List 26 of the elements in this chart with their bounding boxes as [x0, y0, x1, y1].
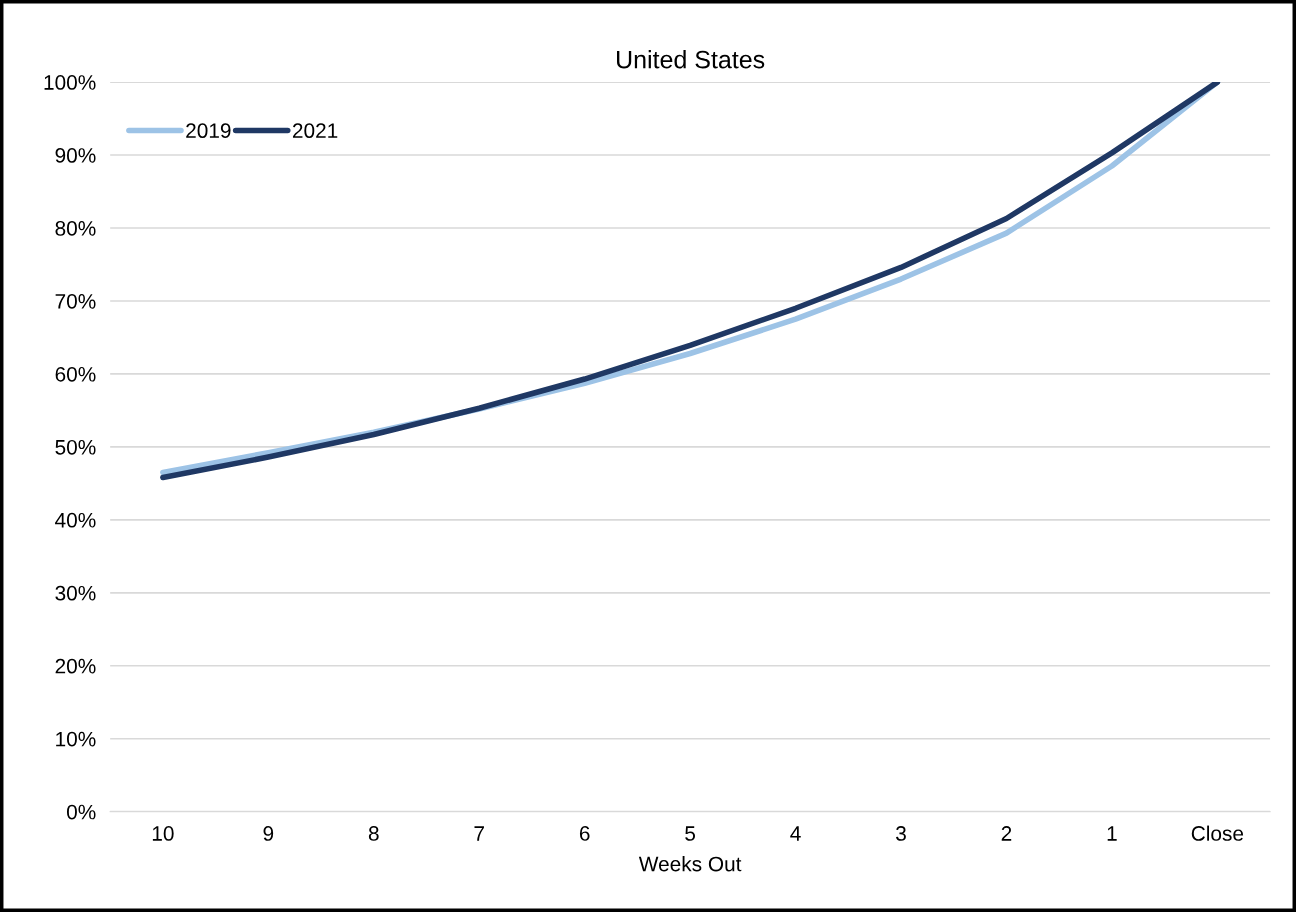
y-tick-label: 20%: [55, 658, 96, 674]
x-tick-label: 7: [474, 826, 484, 841]
y-tick-label: 40%: [55, 512, 96, 528]
y-tick-label: 70%: [55, 293, 96, 309]
y-tick-label: 100%: [44, 75, 96, 90]
x-tick-label: 3: [896, 826, 906, 841]
y-tick-label: 60%: [55, 366, 96, 382]
x-tick-label: 10: [152, 826, 174, 841]
y-tick-label: 90%: [55, 148, 96, 163]
y-tick-label: 0%: [66, 804, 96, 820]
y-tick-label: 10%: [56, 731, 96, 747]
x-tick-label: 5: [685, 826, 696, 841]
x-tick-label: 9: [263, 826, 274, 841]
x-tick-label: 8: [368, 826, 379, 841]
x-tick-label: 2: [1001, 826, 1012, 841]
legend-label: 2019: [186, 123, 231, 139]
x-tick-label: 1: [1107, 826, 1117, 841]
y-tick-label: 50%: [55, 439, 96, 455]
y-tick-label: 80%: [55, 221, 96, 236]
y-tick-label: 30%: [55, 585, 96, 601]
chart-title: United States: [617, 50, 765, 69]
x-tick-label: Close: [1191, 825, 1244, 841]
legend-label: 2021: [292, 123, 338, 139]
x-tick-label: 6: [579, 826, 590, 841]
x-tick-label: 4: [790, 826, 801, 841]
x-axis-title: Weeks Out: [638, 856, 742, 872]
